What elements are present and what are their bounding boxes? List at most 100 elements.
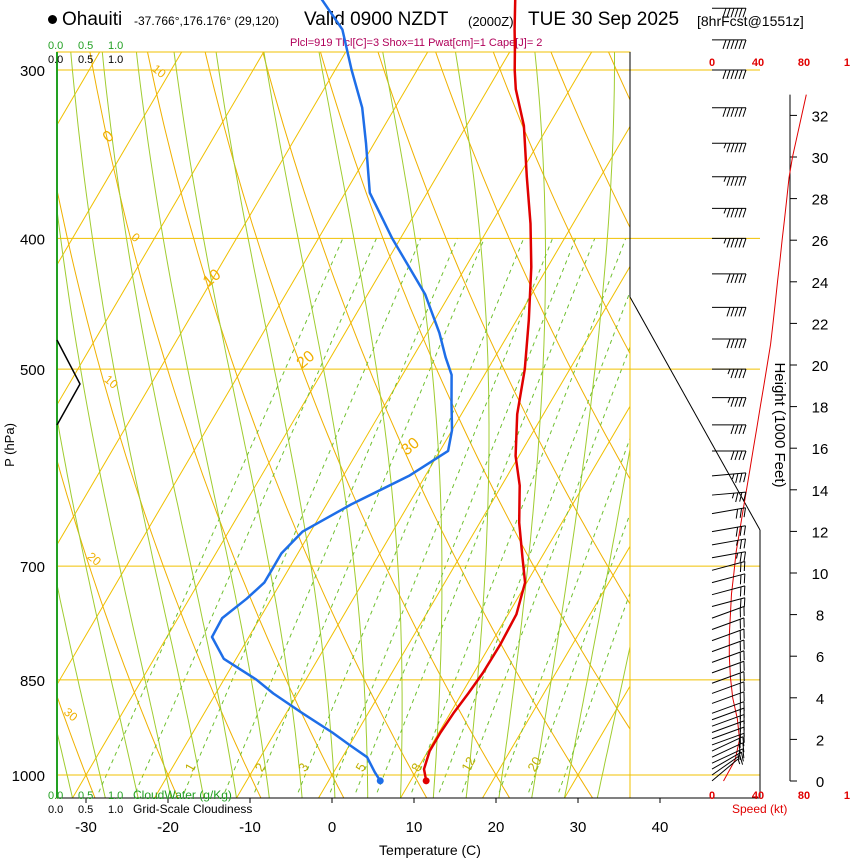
cloudiness-tick-top: 0.0 xyxy=(48,54,63,66)
wind-barb-flag xyxy=(738,738,741,748)
mixing-ratio-line xyxy=(297,238,525,793)
dry-adiabat-label: 30 xyxy=(398,435,423,460)
wind-barb-flag xyxy=(742,424,747,435)
wind-barb xyxy=(711,742,745,758)
height-tick-label: 0 xyxy=(816,774,824,791)
wind-barb-flag xyxy=(738,69,743,80)
wind-barb-flag xyxy=(739,598,742,609)
dewpoint-line xyxy=(210,0,454,782)
height-tick-label: 30 xyxy=(812,150,829,167)
wind-barb-flag xyxy=(738,8,743,18)
wind-barb xyxy=(711,650,745,663)
mixing-ratio-line xyxy=(355,238,577,793)
wind-barb xyxy=(712,176,747,186)
wind-barb-staff xyxy=(711,525,746,533)
wind-barb-flag xyxy=(742,736,745,747)
speed-axis-label: Speed (kt) xyxy=(732,802,787,816)
cloudwater-tick-bottom: 0.0 xyxy=(48,790,63,802)
plot-area xyxy=(0,0,630,798)
wind-barb-flag xyxy=(739,473,743,483)
speed-tick-bottom: 40 xyxy=(752,790,764,802)
wind-barb-staff xyxy=(711,660,745,674)
wind-barb-staff xyxy=(711,628,745,642)
wind-barb-flag xyxy=(730,424,735,435)
wind-barb xyxy=(711,585,746,597)
height-axis-title: Height (1000 Feet) xyxy=(771,362,788,487)
wind-barb-half-flag xyxy=(723,143,727,149)
moist-adiabat-line xyxy=(531,52,615,798)
wind-barb-flag xyxy=(739,526,743,536)
height-tick-label: 8 xyxy=(816,608,824,625)
wind-barb xyxy=(711,639,745,653)
wind-barb-flag xyxy=(734,307,739,317)
y-axis-title: P (hPa) xyxy=(2,423,17,467)
wind-barb xyxy=(712,107,747,117)
wind-barb-staff xyxy=(711,650,745,663)
wind-barb-staff xyxy=(711,606,745,619)
speed-tick-bottom: 12 xyxy=(844,790,850,802)
wind-barb-flag xyxy=(743,585,746,596)
isotherm-line xyxy=(0,0,9,798)
wind-barb-flag xyxy=(730,450,735,461)
wind-barb xyxy=(712,397,747,407)
wind-barb-flag xyxy=(743,551,746,562)
mixing-ratio-label: 3 xyxy=(295,760,312,774)
isotherm-line xyxy=(57,52,183,266)
wind-barb xyxy=(712,7,747,18)
wind-barb-flag xyxy=(726,143,731,153)
valid-time-utc: (2000Z) xyxy=(468,14,514,29)
wind-barb-half-flag xyxy=(727,368,731,375)
wind-barb-flag xyxy=(734,238,739,248)
wind-barb xyxy=(711,720,745,733)
plot-frame xyxy=(56,51,631,799)
mixing-ratio-line xyxy=(254,238,485,793)
wind-barb-flag xyxy=(726,69,731,80)
wind-barb-flag xyxy=(742,143,747,153)
moist-adiabat-line xyxy=(629,796,630,798)
wind-barb-flag xyxy=(742,107,747,117)
wind-barb-flag xyxy=(730,338,735,349)
wind-barb xyxy=(712,273,747,284)
isotherm-line xyxy=(318,265,630,798)
temperature-line xyxy=(422,0,533,782)
wind-barb xyxy=(711,691,745,704)
wind-barb-half-flag xyxy=(723,238,727,244)
mixing-ratio-label: 2 xyxy=(252,760,269,774)
wind-barb-flag xyxy=(735,473,739,483)
cloudiness-tick-top: 1.0 xyxy=(108,54,123,66)
wind-barb-flag xyxy=(734,107,739,117)
wind-barb xyxy=(711,681,745,694)
moist-adiabat-line xyxy=(70,52,205,798)
dry-adiabat-label: 30 xyxy=(61,705,80,725)
dry-adiabat-line xyxy=(377,52,630,605)
wind-barb-half-flag xyxy=(727,397,731,403)
wind-barb xyxy=(711,561,746,573)
wind-barb-flag xyxy=(738,143,743,153)
wind-barb-flag xyxy=(742,8,747,18)
wind-barb-flag xyxy=(734,397,739,407)
wind-barb-flag xyxy=(743,507,746,518)
x-tick-label: -30 xyxy=(75,819,97,836)
mixing-ratio-line xyxy=(528,512,630,793)
wind-barb-staff xyxy=(711,720,745,733)
height-tick-label: 4 xyxy=(816,691,824,708)
wind-barb-staff xyxy=(711,726,745,740)
wind-barb-flag xyxy=(738,238,743,248)
wind-barb xyxy=(712,207,747,218)
wind-barb xyxy=(712,424,747,435)
wind-barb-staff xyxy=(711,758,739,782)
wind-barb-flag xyxy=(730,39,735,50)
wind-barb xyxy=(711,758,741,782)
wind-barb-flag xyxy=(740,752,744,762)
height-tick-label: 24 xyxy=(812,275,829,292)
x-tick-label: 30 xyxy=(570,819,587,836)
wind-barb-flag xyxy=(743,491,747,502)
speed-tick-bottom: 0 xyxy=(709,790,715,802)
wind-barb-flag xyxy=(742,307,747,317)
wind-barb-flag xyxy=(738,397,743,407)
station-dot-icon xyxy=(48,15,57,24)
wind-barb-flag xyxy=(722,8,727,18)
wind-barb-flag xyxy=(730,368,735,379)
wind-barb-flag xyxy=(739,586,742,597)
dry-adiabat-line xyxy=(262,52,594,798)
